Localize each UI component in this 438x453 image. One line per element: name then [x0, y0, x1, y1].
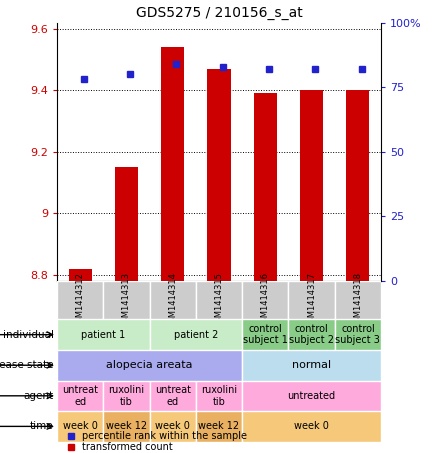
Bar	[196, 411, 242, 442]
Text: untreat
ed: untreat ed	[62, 385, 98, 407]
Text: untreat
ed: untreat ed	[155, 385, 191, 407]
Bar	[57, 350, 242, 381]
Text: agent: agent	[24, 391, 54, 401]
Bar	[103, 381, 149, 411]
Title: GDS5275 / 210156_s_at: GDS5275 / 210156_s_at	[136, 6, 302, 20]
Text: ruxolini
tib: ruxolini tib	[108, 385, 145, 407]
Bar	[149, 381, 196, 411]
Text: alopecia areata: alopecia areata	[106, 360, 193, 370]
Bar	[242, 319, 289, 350]
Bar	[346, 90, 370, 281]
Text: transformed count: transformed count	[82, 442, 173, 453]
Bar	[335, 319, 381, 350]
Bar	[196, 281, 242, 319]
Bar	[103, 411, 149, 442]
Text: patient 1: patient 1	[81, 330, 125, 340]
Text: GSM1414318: GSM1414318	[353, 272, 362, 328]
Text: week 12: week 12	[106, 421, 147, 431]
Text: normal: normal	[292, 360, 331, 370]
Bar	[149, 281, 196, 319]
Bar	[208, 69, 230, 281]
Text: ruxolini
tib: ruxolini tib	[201, 385, 237, 407]
Bar	[57, 411, 103, 442]
Bar	[289, 281, 335, 319]
Bar	[335, 281, 381, 319]
Bar	[242, 350, 381, 381]
Text: week 0: week 0	[155, 421, 190, 431]
Bar	[68, 269, 92, 281]
Text: control
subject 2: control subject 2	[289, 324, 334, 346]
Bar	[57, 281, 103, 319]
Text: time: time	[30, 421, 54, 431]
Text: week 0: week 0	[63, 421, 98, 431]
Bar	[196, 381, 242, 411]
Text: GSM1414312: GSM1414312	[76, 272, 85, 328]
Bar	[57, 381, 103, 411]
Text: individual: individual	[3, 330, 54, 340]
Bar	[161, 47, 184, 281]
Bar	[242, 411, 381, 442]
Text: GSM1414314: GSM1414314	[168, 272, 177, 328]
Text: percentile rank within the sample: percentile rank within the sample	[82, 431, 247, 441]
Bar	[254, 93, 277, 281]
Bar	[149, 411, 196, 442]
Bar	[115, 167, 138, 281]
Text: GSM1414315: GSM1414315	[215, 272, 223, 328]
Text: GSM1414316: GSM1414316	[261, 272, 270, 328]
Bar	[300, 90, 323, 281]
Text: week 0: week 0	[294, 421, 329, 431]
Bar	[242, 281, 289, 319]
Bar	[289, 319, 335, 350]
Text: control
subject 1: control subject 1	[243, 324, 288, 346]
Text: GSM1414313: GSM1414313	[122, 272, 131, 328]
Bar	[103, 281, 149, 319]
Text: untreated: untreated	[287, 391, 336, 401]
Bar	[57, 319, 149, 350]
Text: patient 2: patient 2	[173, 330, 218, 340]
Text: control
subject 3: control subject 3	[336, 324, 380, 346]
Bar	[242, 381, 381, 411]
Text: week 12: week 12	[198, 421, 240, 431]
Text: GSM1414317: GSM1414317	[307, 272, 316, 328]
Text: disease state: disease state	[0, 360, 54, 370]
Bar	[149, 319, 242, 350]
